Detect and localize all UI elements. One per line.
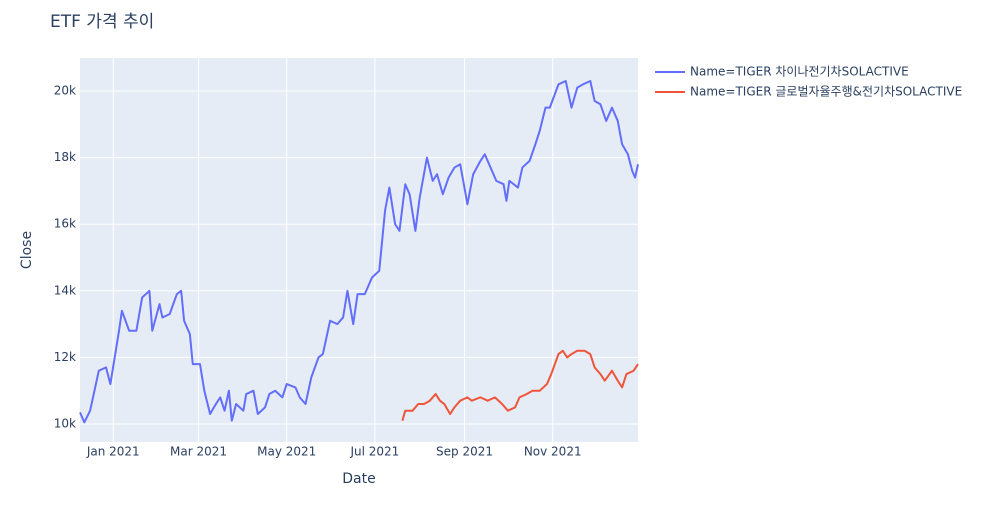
y-axis-title: Close [19, 231, 35, 269]
y-tick-label: 20k [54, 83, 76, 97]
line [401, 349, 639, 421]
line [79, 79, 639, 424]
y-tick-label: 12k [54, 350, 76, 364]
x-tick-label: Sep 2021 [436, 445, 493, 459]
x-tick-label: May 2021 [257, 445, 316, 459]
x-tick-label: Jul 2021 [349, 445, 399, 459]
x-tick-label: Mar 2021 [170, 445, 227, 459]
x-tick-label: Jan 2021 [86, 445, 140, 459]
chart-title: ETF 가격 추이 [50, 12, 154, 32]
legend-label: Name=TIGER 글로벌자율주행&전기차SOLACTIVE [690, 84, 962, 99]
plot-area [80, 58, 638, 442]
x-axis-title: Date [342, 471, 375, 487]
legend-label: Name=TIGER 차이나전기차SOLACTIVE [690, 65, 909, 79]
y-tick-label: 10k [54, 417, 76, 431]
y-tick-label: 18k [54, 150, 76, 164]
y-tick-label: 16k [54, 217, 76, 231]
x-tick-label: Nov 2021 [524, 445, 582, 459]
y-tick-label: 14k [54, 283, 76, 297]
